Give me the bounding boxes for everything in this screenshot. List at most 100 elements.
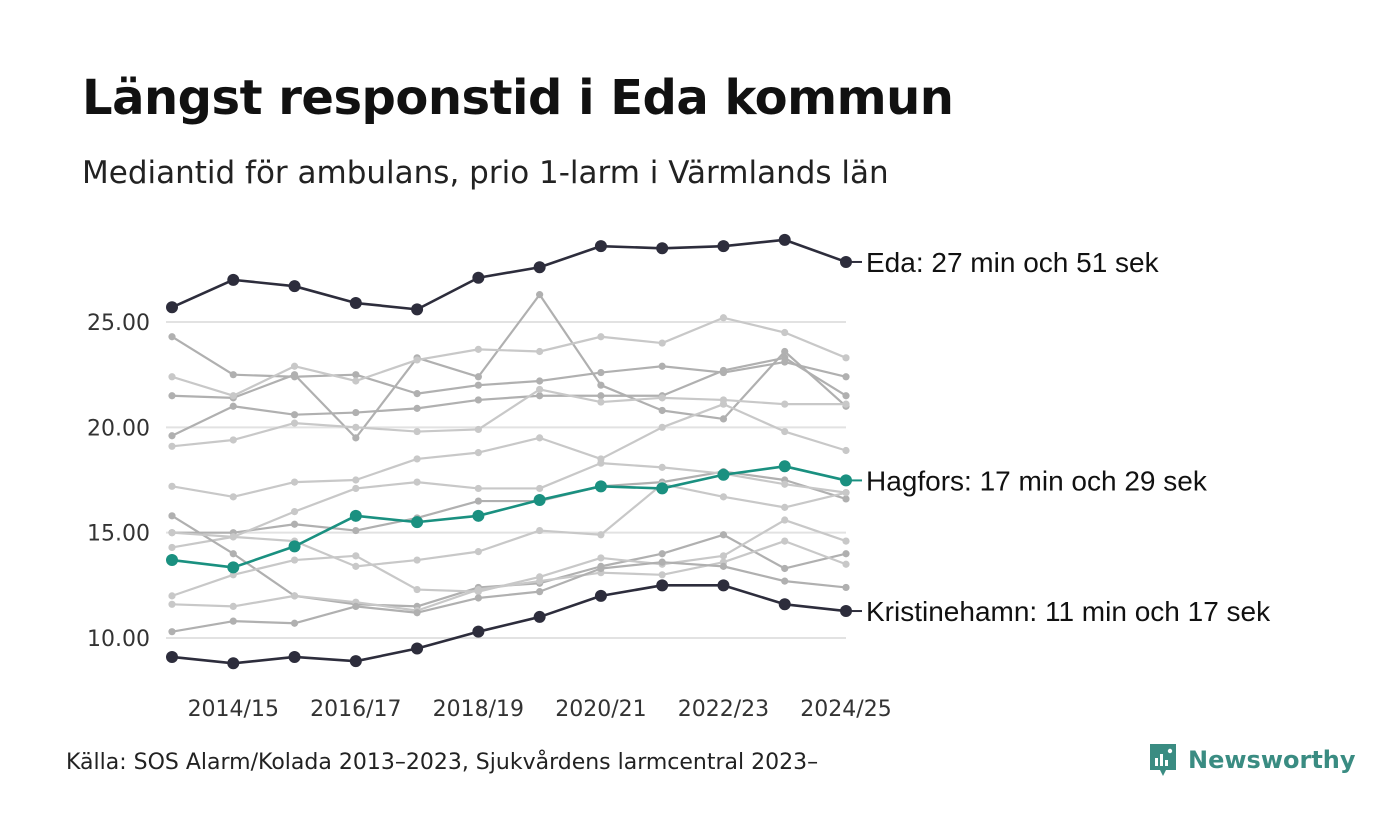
kristinehamn-series-point (288, 650, 301, 663)
background-series-5-point (474, 425, 482, 434)
newsworthy-logo[interactable]: Newsworthy (1148, 742, 1356, 778)
x-tick-label: 2024/25 (800, 697, 891, 722)
background-series-8-point (474, 484, 482, 493)
background-series-1-point (413, 390, 421, 398)
background-series-11-point (290, 556, 299, 564)
x-tick-label: 2022/23 (678, 697, 769, 722)
background-series-11-point (597, 554, 605, 562)
background-series-10-point (352, 562, 360, 570)
kristinehamn-series-point (227, 657, 240, 670)
eda-series-point (778, 233, 791, 246)
kristinehamn-series-line (170, 584, 848, 665)
eda-series-point (166, 301, 178, 314)
eda-series-point (227, 273, 240, 286)
hagfors-series-point (227, 561, 240, 574)
background-series-8-point (597, 459, 605, 467)
background-series-6-point (168, 482, 176, 490)
hagfors-series-point (717, 468, 730, 481)
background-series-13-point (168, 628, 176, 636)
background-series-7-point (474, 497, 482, 505)
background-series-3-point (597, 392, 605, 400)
background-series-13-point (352, 602, 360, 611)
background-series-4-point (413, 356, 421, 364)
background-series-13-point (597, 564, 605, 573)
hagfors-series-point (166, 554, 178, 567)
background-series-12 (168, 537, 850, 615)
background-series (168, 291, 850, 636)
background-series-13-point (842, 583, 850, 592)
x-axis-ticks: 2014/15 2016/17 2018/19 2020/21 2022/23 2024/… (188, 697, 892, 722)
background-series-13-point (658, 558, 666, 566)
background-series-11-point (781, 516, 789, 524)
background-series-3-point (352, 408, 360, 417)
background-series-4-point (536, 347, 544, 356)
x-tick-label: 2016/17 (310, 697, 401, 722)
background-series-3-point (842, 392, 850, 400)
hagfors-series-point (288, 540, 301, 553)
background-series-6-point (842, 446, 850, 455)
background-series-4-point (229, 392, 237, 400)
background-series-1 (168, 333, 850, 398)
background-series-8-point (781, 480, 789, 488)
background-series-13-point (413, 609, 421, 617)
background-series-4-point (290, 362, 299, 370)
kristinehamn-series (166, 579, 852, 670)
background-series-12-point (536, 577, 544, 585)
eda-series-point (472, 271, 485, 284)
background-series-2-point (536, 291, 544, 299)
y-tick-label: 10.00 (87, 627, 150, 652)
background-series-8-point (536, 484, 544, 493)
background-series-6-point (781, 427, 789, 436)
background-series-12-point (781, 537, 789, 545)
y-tick-label: 20.00 (87, 416, 150, 441)
eda-series-point (349, 297, 362, 310)
background-series-9-point (658, 550, 666, 558)
background-series-4-point (597, 333, 605, 341)
background-series-12-point (658, 571, 666, 579)
background-series-4-point (474, 345, 482, 353)
background-series-12-point (168, 600, 176, 608)
background-series-2-point (658, 406, 666, 415)
hagfors-series-label: Hagfors: 17 min och 29 sek (866, 465, 1208, 496)
x-tick-label: 2014/15 (188, 697, 279, 722)
background-series-9-point (842, 550, 850, 558)
background-series-5-point (168, 442, 176, 450)
background-series-1-point (536, 377, 544, 385)
background-series-8-point (168, 543, 176, 552)
hagfors-series-point (533, 494, 546, 507)
background-series-4-point (658, 339, 666, 347)
y-tick-label: 25.00 (87, 311, 150, 336)
background-series-4-point (781, 328, 789, 337)
kristinehamn-series-point (778, 598, 791, 611)
brand-name: Newsworthy (1188, 746, 1356, 774)
eda-series-line (170, 238, 848, 311)
hagfors-series-point (349, 509, 362, 522)
background-series-4-point (352, 377, 360, 385)
background-series-6-point (352, 476, 360, 484)
background-series-5-point (536, 385, 544, 394)
eda-series (166, 233, 852, 316)
hagfors-series-point (594, 480, 607, 493)
x-tick-label: 2018/19 (433, 697, 524, 722)
background-series-2-point (474, 373, 482, 381)
background-series-2-point (781, 347, 789, 356)
background-series-12-point (229, 602, 237, 611)
background-series-3-point (168, 432, 176, 440)
eda-series-label: Eda: 27 min och 51 sek (866, 247, 1160, 278)
background-series-6-point (290, 478, 299, 486)
background-series-10-line (170, 483, 848, 568)
background-series-5-line (170, 388, 848, 448)
background-series-4-point (719, 314, 728, 322)
background-series-3-point (229, 402, 237, 410)
background-series-7-point (290, 520, 299, 528)
background-series-6-point (413, 455, 421, 463)
background-series-10-point (168, 529, 176, 537)
background-series-2-point (719, 415, 728, 423)
background-series-13-point (290, 619, 299, 627)
highlighted-series (166, 233, 852, 670)
background-series-3-point (536, 392, 544, 400)
eda-series-point (594, 240, 607, 253)
background-series-11-point (352, 552, 360, 560)
background-series-10-point (781, 503, 789, 511)
kristinehamn-series-point (166, 650, 178, 663)
